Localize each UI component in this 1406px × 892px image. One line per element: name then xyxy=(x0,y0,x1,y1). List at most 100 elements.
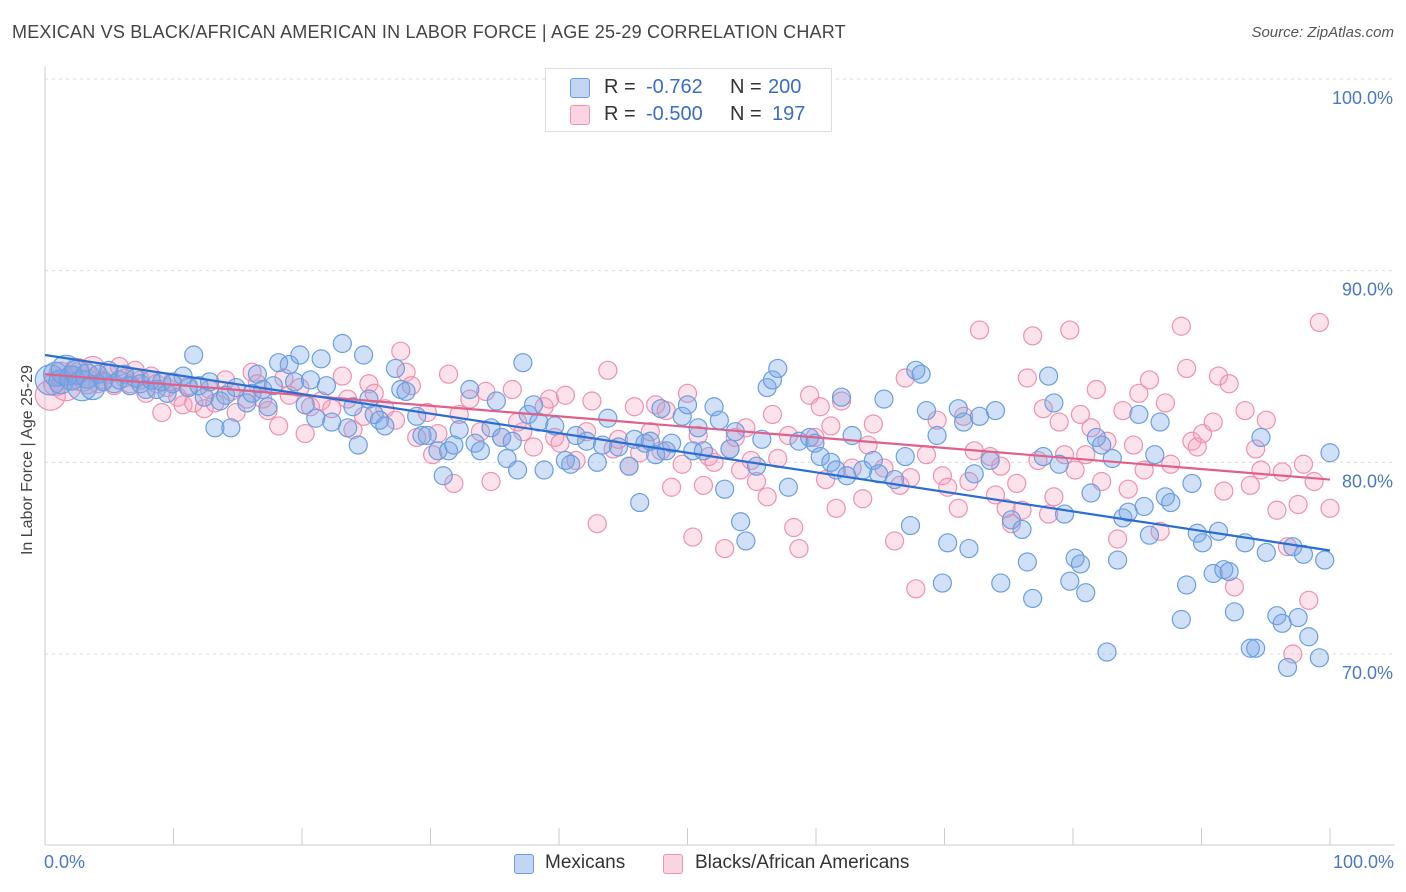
data-point xyxy=(1267,500,1287,520)
y-tick-label: 90.0% xyxy=(1342,280,1393,300)
correlation-legend: R = -0.762 N = 200 R = -0.500 N = 197 xyxy=(545,68,832,132)
data-point xyxy=(1092,435,1112,455)
data-point xyxy=(1097,642,1117,662)
data-point xyxy=(353,345,374,365)
data-point xyxy=(582,391,602,411)
data-point xyxy=(784,517,804,538)
data-point xyxy=(534,460,554,480)
data-point xyxy=(996,498,1016,518)
data-point xyxy=(1272,462,1292,482)
data-point xyxy=(194,399,214,419)
data-point xyxy=(476,381,496,402)
x-tick-min: 0.0% xyxy=(44,852,86,872)
bottom-legend-label: Blacks/African Americans xyxy=(695,852,910,873)
legend-n-label: N = xyxy=(730,103,762,125)
data-point xyxy=(1017,368,1037,388)
data-point xyxy=(938,533,958,553)
data-point xyxy=(736,531,756,551)
data-point xyxy=(215,385,236,405)
data-point xyxy=(412,425,432,446)
data-point xyxy=(646,395,666,415)
data-point xyxy=(226,377,246,398)
data-point xyxy=(1012,500,1032,520)
legend-swatch-blue xyxy=(570,78,590,98)
data-point xyxy=(927,410,947,430)
data-point xyxy=(396,381,416,402)
data-point xyxy=(715,479,735,499)
data-point xyxy=(1150,521,1170,541)
data-point xyxy=(1150,412,1170,432)
data-point xyxy=(470,422,491,442)
data-point xyxy=(757,487,777,507)
y-tick-label: 100.0% xyxy=(1332,88,1393,108)
data-point xyxy=(768,358,788,379)
data-point xyxy=(1070,554,1091,574)
data-point xyxy=(369,410,390,430)
data-point xyxy=(338,418,358,438)
legend-r-value: -0.500 xyxy=(646,103,703,125)
data-point xyxy=(1272,613,1292,633)
data-point xyxy=(1256,542,1276,563)
data-point xyxy=(1235,400,1255,421)
data-point xyxy=(906,579,926,599)
data-point xyxy=(417,425,437,446)
data-point xyxy=(1102,448,1122,469)
data-point xyxy=(1161,454,1181,474)
data-point xyxy=(624,397,645,417)
data-point xyxy=(205,418,225,438)
data-point xyxy=(1208,521,1229,541)
data-point xyxy=(900,468,921,488)
data-point xyxy=(1182,431,1202,451)
data-point xyxy=(1309,312,1329,333)
data-point xyxy=(1203,563,1223,584)
data-point xyxy=(630,492,650,513)
data-point xyxy=(348,435,368,455)
data-point xyxy=(1214,481,1234,501)
data-point xyxy=(1044,393,1064,413)
data-point xyxy=(1049,454,1069,474)
data-point xyxy=(1171,609,1191,630)
data-point xyxy=(906,360,926,380)
data-point xyxy=(332,333,352,354)
bottom-legend-label: Mexicans xyxy=(545,852,626,873)
data-point xyxy=(184,393,204,413)
y-axis-label: In Labor Force | Age 25-29 xyxy=(19,364,36,556)
data-point xyxy=(375,416,395,436)
data-point xyxy=(401,376,421,396)
data-point xyxy=(391,341,411,361)
data-point xyxy=(1155,487,1175,507)
data-point xyxy=(470,441,491,461)
data-point xyxy=(672,406,692,426)
data-point xyxy=(502,379,522,400)
data-point xyxy=(311,349,331,369)
data-point xyxy=(502,431,522,451)
data-point xyxy=(1203,412,1223,432)
data-point xyxy=(587,514,607,534)
legend-n-value: 197 xyxy=(772,103,806,125)
data-point xyxy=(1251,460,1271,480)
data-point xyxy=(746,471,767,492)
data-point xyxy=(1007,473,1027,494)
data-point xyxy=(523,437,544,457)
data-point xyxy=(1288,607,1308,628)
data-point xyxy=(1097,431,1117,451)
data-point xyxy=(1182,473,1202,494)
data-point xyxy=(1219,561,1239,582)
data-point xyxy=(932,466,952,486)
data-point xyxy=(778,477,798,497)
data-point xyxy=(1081,418,1101,438)
data-point xyxy=(959,538,979,559)
axes xyxy=(44,66,1395,846)
data-point xyxy=(683,527,703,547)
data-point xyxy=(1192,533,1213,553)
y-tick-label: 80.0% xyxy=(1342,471,1393,491)
data-point xyxy=(730,512,751,532)
data-point xyxy=(810,446,830,467)
data-point xyxy=(1012,519,1032,540)
y-tick-label: 70.0% xyxy=(1342,663,1393,683)
data-point xyxy=(1304,471,1324,492)
legend-n-value: 200 xyxy=(768,76,802,98)
data-point xyxy=(969,320,990,340)
data-point xyxy=(1076,583,1096,603)
